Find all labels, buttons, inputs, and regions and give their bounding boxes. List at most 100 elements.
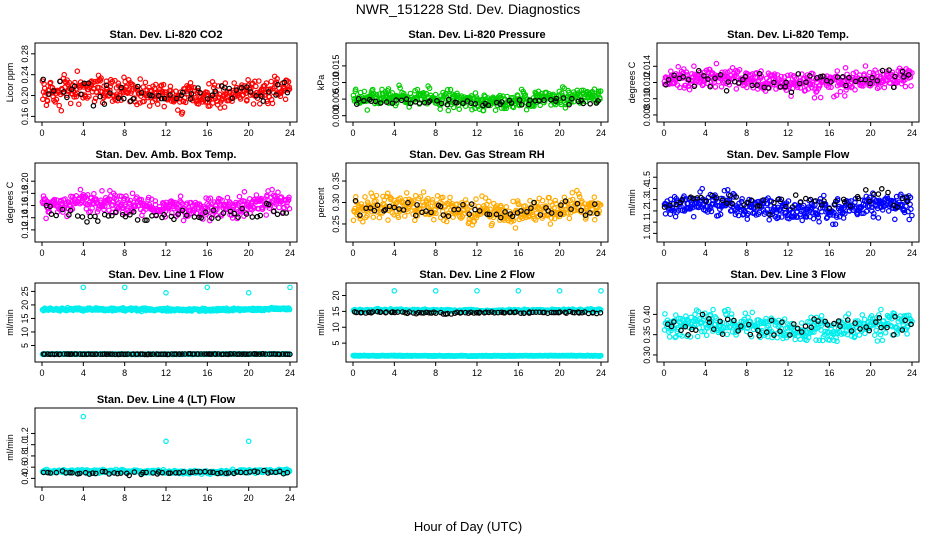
data-point [161, 95, 168, 102]
data-point [78, 91, 84, 98]
x-tick-label: 4 [81, 248, 86, 258]
data-point [210, 207, 217, 214]
data-point [576, 92, 583, 99]
data-point [412, 212, 419, 219]
data-point [789, 204, 796, 210]
data-point [569, 189, 576, 196]
data-point [410, 198, 417, 204]
chart-title: Stan. Dev. Li-820 Temp. [727, 29, 849, 41]
data-point [182, 351, 188, 357]
data-point [60, 89, 67, 95]
data-point [220, 210, 227, 216]
data-point [244, 97, 250, 103]
data-point [362, 194, 368, 200]
data-point [142, 217, 148, 224]
series-0 [39, 304, 293, 315]
data-point [705, 76, 711, 82]
data-point [178, 206, 185, 213]
data-point [395, 214, 402, 221]
data-point [188, 84, 195, 90]
x-tick-label: 8 [122, 248, 127, 258]
y-tick-label: 0.000 [331, 104, 341, 127]
data-point [118, 84, 125, 91]
data-point [229, 95, 236, 102]
figure-xlabel: Hour of Day (UTC) [414, 519, 522, 534]
data-point [72, 79, 78, 86]
data-point [407, 100, 414, 107]
data-point [447, 194, 453, 201]
data-point [503, 204, 510, 210]
data-point [518, 208, 524, 214]
data-point [138, 196, 145, 203]
data-point [713, 60, 720, 67]
data-point [733, 194, 740, 200]
data-point [152, 198, 159, 204]
data-point [198, 215, 205, 221]
data-point [231, 80, 238, 86]
data-point [352, 86, 359, 93]
data-point [401, 213, 408, 219]
chart-title: Stan. Dev. Li-820 CO2 [110, 29, 223, 41]
outlier-point [515, 287, 522, 294]
y-tick-label: 0.012 [642, 71, 652, 94]
data-point [399, 309, 406, 315]
data-point [745, 210, 751, 217]
data-point [387, 194, 393, 201]
data-point [691, 83, 698, 90]
y-tick-label: 0.12 [20, 221, 30, 239]
data-point [91, 190, 97, 197]
data-point [209, 100, 216, 106]
data-point [269, 100, 276, 107]
data-point [84, 219, 90, 225]
outlier-point [391, 287, 398, 294]
data-point [502, 209, 508, 215]
chart-title: Stan. Dev. Line 3 Flow [730, 269, 846, 281]
data-point [195, 351, 201, 357]
data-point [512, 309, 519, 315]
data-point [398, 97, 405, 104]
data-point [89, 205, 95, 212]
x-tick-label: 8 [744, 128, 749, 138]
data-point [177, 89, 184, 95]
data-point [791, 214, 798, 220]
data-point [672, 213, 679, 220]
data-point [807, 73, 813, 79]
data-point [812, 198, 819, 204]
data-point [121, 95, 127, 102]
data-point [733, 73, 740, 80]
data-point [364, 212, 370, 219]
data-point [149, 93, 155, 99]
data-point [842, 65, 849, 71]
data-point [243, 211, 250, 217]
plot-frame [345, 282, 609, 363]
data-point [754, 82, 760, 89]
data-point [169, 210, 175, 216]
data-point [40, 76, 47, 83]
data-point [123, 351, 129, 358]
data-point [852, 87, 858, 93]
data-point [73, 93, 80, 100]
data-point [548, 210, 555, 216]
series-1 [350, 352, 604, 360]
x-tick-label: 20 [244, 128, 254, 138]
y-axis-label: Licor ppm [5, 63, 15, 103]
y-tick-label: 1.0 [642, 227, 652, 240]
y-tick-label: 0.005 [331, 88, 341, 111]
data-point [448, 311, 455, 317]
data-point [445, 107, 452, 114]
y-tick-label: 0.015 [331, 55, 341, 78]
data-point [509, 213, 516, 220]
data-point [393, 97, 400, 103]
data-point [389, 100, 396, 107]
data-point [472, 101, 479, 107]
data-point [539, 197, 546, 204]
data-point [871, 191, 877, 198]
data-point [74, 68, 81, 75]
y-tick-label: 25 [20, 286, 30, 296]
data-point [279, 210, 286, 216]
data-point [708, 208, 715, 215]
y-tick-label: 0.16 [20, 197, 30, 215]
data-point [675, 324, 682, 331]
data-point [861, 71, 868, 77]
data-point [529, 309, 536, 316]
